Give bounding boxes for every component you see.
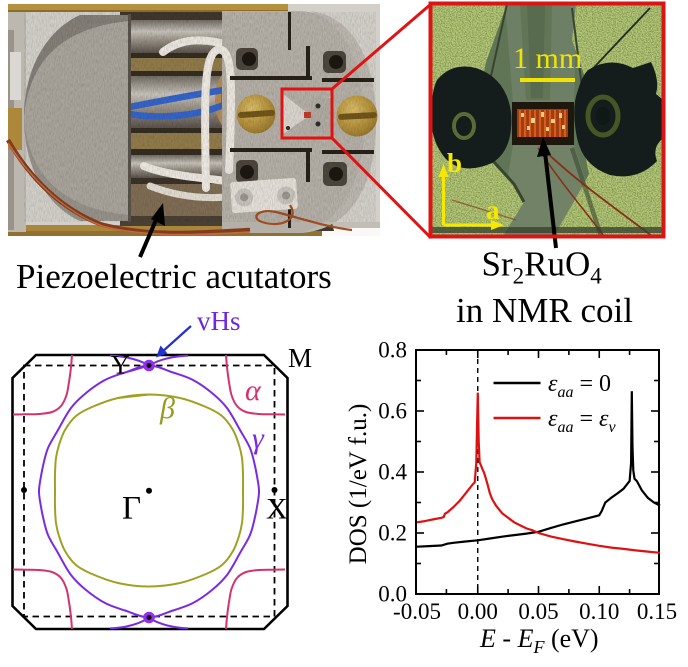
svg-text:Sr2RuO4: Sr2RuO4 [482, 245, 603, 289]
svg-text:0.0: 0.0 [378, 582, 407, 607]
svg-text:vHs: vHs [197, 306, 241, 336]
svg-text:b: b [447, 148, 462, 178]
svg-text:α: α [245, 374, 262, 407]
svg-text:εaa = 0: εaa = 0 [548, 371, 611, 401]
svg-text:Piezoelectric acutators: Piezoelectric acutators [16, 257, 332, 296]
svg-text:a: a [486, 195, 500, 225]
svg-text:0.15: 0.15 [637, 599, 677, 624]
svg-text:0.6: 0.6 [378, 399, 407, 424]
svg-text:εaa = εv: εaa = εv [548, 406, 616, 436]
svg-text:Y: Y [111, 351, 130, 380]
svg-text:X: X [266, 493, 288, 526]
svg-text:Γ: Γ [122, 491, 141, 527]
svg-text:M: M [288, 343, 312, 373]
svg-text:DOS (1/eV f.u.): DOS (1/eV f.u.) [345, 404, 372, 565]
svg-text:-0.05: -0.05 [393, 599, 441, 624]
svg-text:0.00: 0.00 [458, 599, 498, 624]
svg-text:0.8: 0.8 [378, 338, 407, 363]
svg-text:1 mm: 1 mm [513, 42, 582, 75]
svg-text:0.05: 0.05 [518, 599, 558, 624]
svg-text:γ: γ [252, 422, 265, 455]
svg-text:0.2: 0.2 [378, 521, 407, 546]
svg-text:0.4: 0.4 [378, 460, 407, 485]
svg-text:β: β [159, 392, 175, 425]
svg-text:in NMR coil: in NMR coil [456, 291, 633, 330]
svg-text:0.10: 0.10 [579, 599, 619, 624]
